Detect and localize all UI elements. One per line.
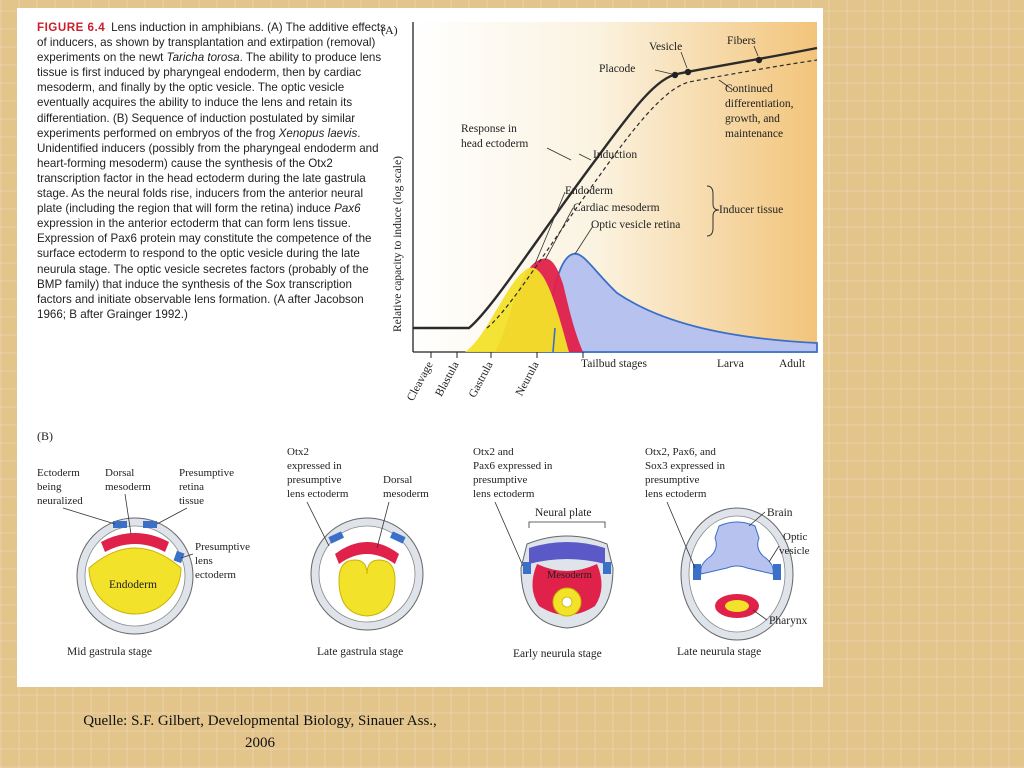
- vesicle-leader: [680, 51, 688, 69]
- endoderm-curve: [465, 267, 569, 352]
- mid-gastrula-embryo: [76, 517, 194, 635]
- mid-gastrula-endoderm-label: Endoderm: [109, 579, 157, 591]
- placode-marker: [671, 71, 679, 79]
- figure-panel: FIGURE 6.4 Lens induction in amphibians. …: [17, 8, 823, 687]
- dorsal-mesoderm-label-1: Dorsal mesoderm: [105, 467, 151, 493]
- neural-plate-label: Neural plate: [535, 507, 592, 519]
- figure-caption: FIGURE 6.4 Lens induction in amphibians. …: [37, 20, 389, 322]
- caption-italic-term: Taricha torosa: [166, 51, 240, 65]
- stage-label-blastula: Blastula: [433, 360, 461, 399]
- stage-label-adult: Adult: [779, 358, 806, 370]
- fibers-label: Fibers: [727, 35, 756, 47]
- mid-gastrula-stage-name: Mid gastrula stage: [67, 646, 152, 658]
- presumptive-lens-label: Presumptive lens ectoderm: [195, 541, 253, 581]
- response-line-1: Response in: [461, 123, 517, 135]
- early-neurula-mesoderm-label: Mesoderm: [547, 570, 592, 581]
- stage-label-gastrula: Gastrula: [467, 360, 496, 400]
- inducer-brace: [706, 185, 720, 237]
- caption-text-run: . Unidentified inducers (possibly from t…: [37, 126, 379, 216]
- cardiac-leader: [544, 207, 574, 261]
- otx2-pax6-label: Otx2 and Pax6 expressed in presumptive l…: [473, 446, 555, 500]
- presumptive-retina-label: Presumptive retina tissue: [179, 467, 237, 507]
- induction-leader: [578, 153, 592, 161]
- dorsal-mesoderm-label-2: Dorsal mesoderm: [383, 474, 429, 500]
- optic-vesicle-label: Optic vesicle: [779, 531, 810, 557]
- response-label: Response in head ectoderm: [461, 123, 528, 150]
- caption-text-run: . The ability to produce lens tissue is …: [37, 51, 382, 140]
- panel-b-tag: (B): [37, 429, 53, 443]
- y-axis-label: Relative capacity to induce (log scale): [392, 156, 404, 332]
- response-leader: [546, 147, 572, 161]
- figure-diagram: (A) Relative capacity to induce (log sca…: [37, 22, 818, 660]
- continued-line-2: differentiation,: [725, 98, 794, 110]
- late-gastrula-stage-name: Late gastrula stage: [317, 646, 403, 658]
- late-neurula-stage-name: Late neurula stage: [677, 646, 761, 658]
- stage-label-neurula: Neurula: [514, 360, 542, 398]
- pharynx-label: Pharynx: [769, 615, 808, 627]
- endoderm-label: Endoderm: [565, 185, 613, 197]
- placode-leader: [654, 69, 673, 75]
- otx2-pax6-leader: [494, 501, 524, 567]
- continued-line-4: maintenance: [725, 128, 783, 140]
- early-neurula-embryo: [520, 535, 614, 629]
- late-gastrula-embryo: [310, 517, 424, 631]
- source-citation-line-2: 2006: [245, 735, 275, 751]
- optic-vesicle-base: [552, 327, 556, 353]
- caption-italic-term: Xenopus laevis: [278, 126, 358, 140]
- response-curve: [413, 46, 818, 330]
- optic-leader: [574, 225, 594, 255]
- continued-label: Continued differentiation, growth, and m…: [725, 83, 796, 140]
- stage-label-larva: Larva: [717, 358, 744, 370]
- inducer-tissue-label: Inducer tissue: [719, 204, 783, 216]
- stage-label-cleavage: Cleavage: [405, 360, 436, 403]
- induction-label: Induction: [593, 149, 637, 161]
- caption-text-run: expression in the anterior ectoderm that…: [37, 217, 372, 321]
- mid-gastrula-leaders: [62, 493, 194, 559]
- optic-retina-label: Optic vesicle retina: [591, 219, 680, 231]
- early-neurula-stage-name: Early neurula stage: [513, 648, 602, 660]
- cardiac-label: Cardiac mesoderm: [573, 202, 660, 214]
- fibers-leader: [753, 45, 759, 57]
- late-gastrula-leaders: [306, 501, 390, 549]
- endoderm-leader: [534, 191, 566, 265]
- continued-line-1: Continued: [725, 83, 773, 95]
- panel-a-tag: (A): [381, 23, 398, 37]
- figure-label: FIGURE 6.4: [37, 21, 106, 34]
- stage-ticks: [430, 352, 584, 358]
- caption-italic-term: Pax6: [334, 202, 361, 216]
- vesicle-marker: [684, 68, 692, 76]
- otx2-label: Otx2 expressed in presumptive lens ectod…: [287, 446, 349, 500]
- late-neurula-embryo: [680, 507, 794, 641]
- vesicle-label: Vesicle: [649, 41, 682, 53]
- continued-line-3: growth, and: [725, 113, 780, 125]
- caption-text: Lens induction in amphibians. (A) The ad…: [37, 21, 386, 321]
- neural-plate-bracket: [528, 521, 606, 528]
- source-citation-line-1: Quelle: S.F. Gilbert, Developmental Biol…: [83, 713, 437, 729]
- brain-label: Brain: [767, 507, 793, 519]
- induction-curve: [486, 59, 818, 329]
- placode-label: Placode: [599, 63, 635, 75]
- sox3-label: Otx2, Pax6, and Sox3 expressed in presum…: [645, 446, 728, 500]
- fibers-marker: [755, 56, 763, 64]
- ectoderm-neuralized-label: Ectoderm being neuralized: [37, 467, 83, 507]
- caption-text-run: Lens induction in amphibians. (A) The ad…: [37, 21, 386, 65]
- response-line-2: head ectoderm: [461, 138, 528, 150]
- late-neurula-leaders: [666, 501, 780, 621]
- stage-label-tailbud: Tailbud stages: [581, 358, 647, 370]
- continued-leader: [718, 79, 734, 91]
